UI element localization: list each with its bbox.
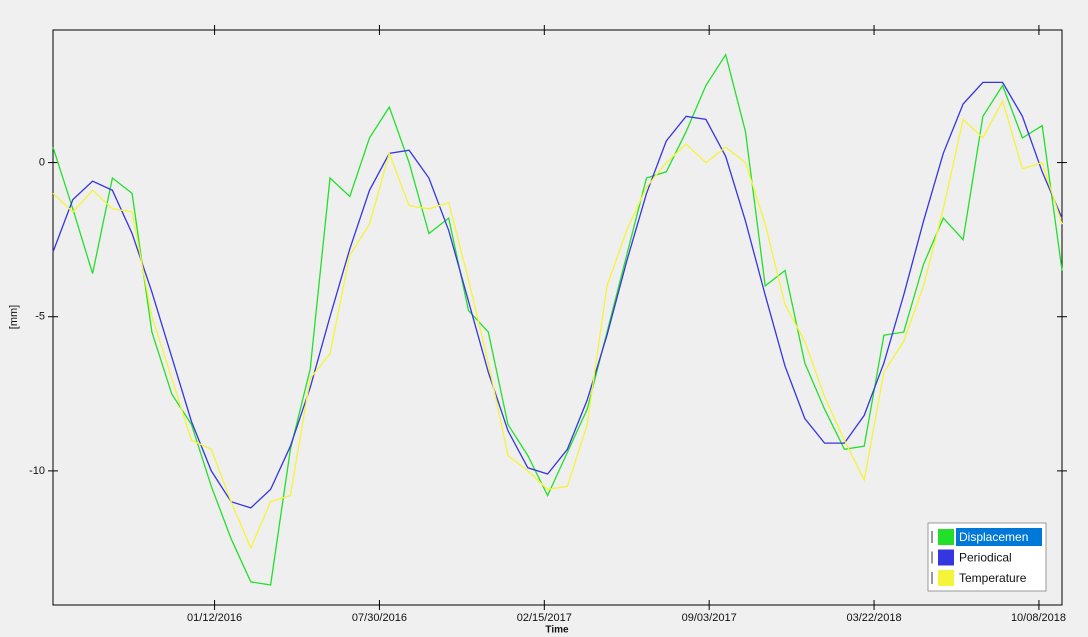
legend-label: Temperature	[959, 571, 1027, 585]
legend-selection	[956, 528, 1042, 546]
x-tick-label: 03/22/2018	[847, 612, 902, 624]
series-line	[52, 81, 1063, 509]
y-tick-label: -10	[29, 465, 45, 477]
series-line	[52, 99, 1063, 550]
y-axis-label: [mm]	[8, 305, 20, 329]
y-tick-label: 0	[39, 156, 45, 168]
x-tick-label: 01/12/2016	[187, 612, 242, 624]
legend: Displacemen Periodical Temperature	[927, 522, 1047, 592]
y-tick-label: -5	[35, 311, 45, 323]
plot-area	[52, 29, 1063, 606]
x-tick-label: 07/30/2016	[352, 612, 407, 624]
legend-swatch	[938, 529, 954, 545]
x-axis-label: Time	[545, 625, 569, 636]
x-tick-label: 09/03/2017	[682, 612, 737, 624]
legend-label: Periodical	[959, 551, 1012, 565]
x-tick-label: 02/15/2017	[517, 612, 572, 624]
legend-swatch	[938, 549, 954, 566]
x-tick-label: 10/08/2018	[1011, 612, 1066, 624]
legend-swatch	[938, 570, 954, 586]
legend-label: Displacemen	[959, 530, 1028, 544]
series-line	[52, 53, 1063, 586]
